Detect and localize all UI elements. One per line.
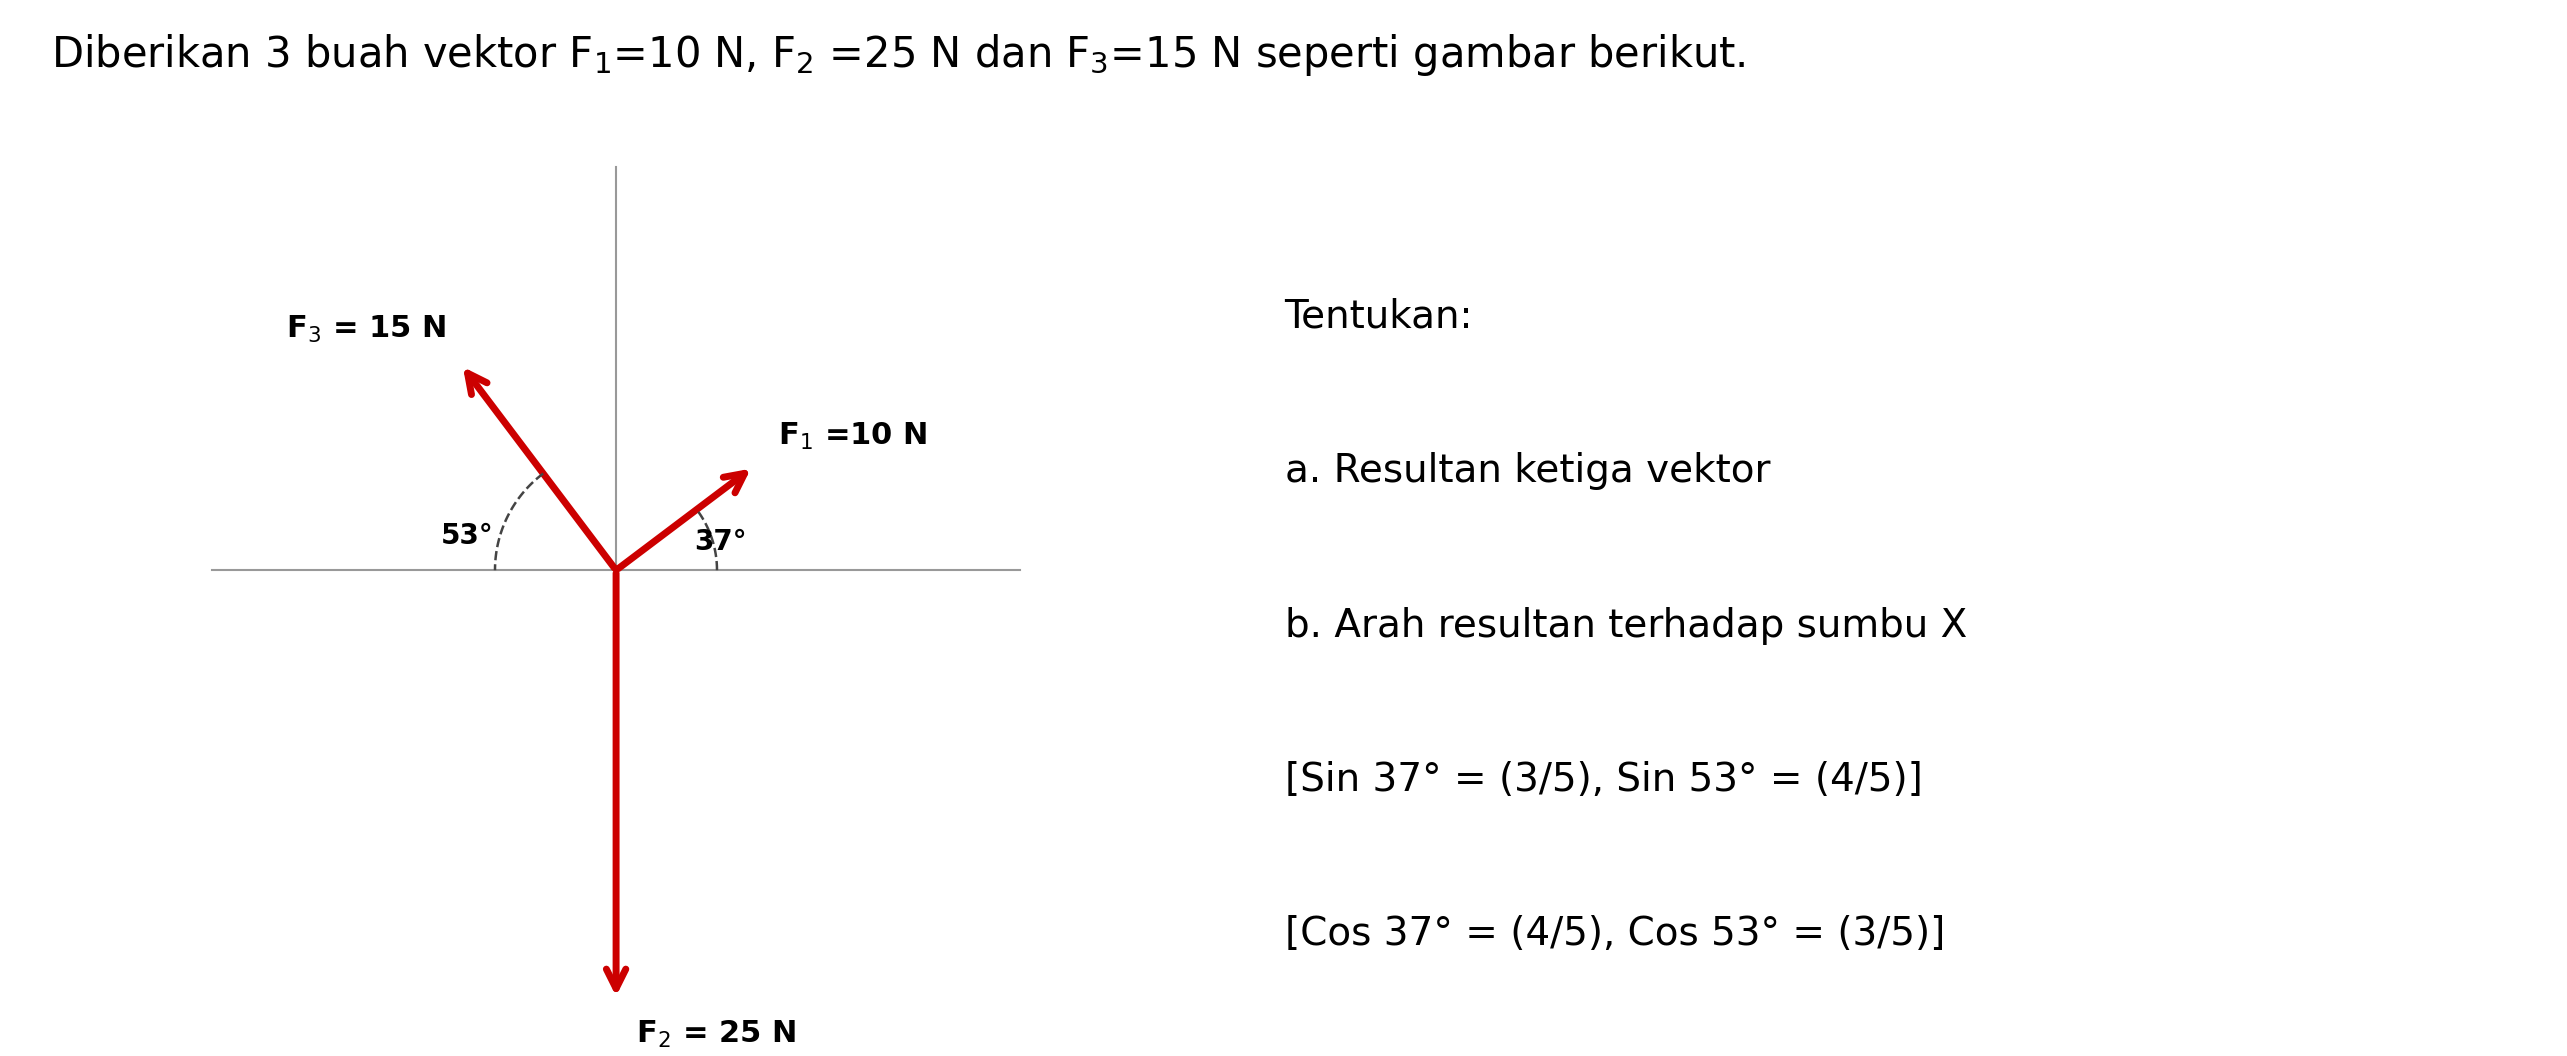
Text: F$_2$ = 25 N: F$_2$ = 25 N	[637, 1019, 796, 1051]
Text: 37°: 37°	[693, 528, 747, 557]
Text: [Cos 37° = (4/5), Cos 53° = (3/5)]: [Cos 37° = (4/5), Cos 53° = (3/5)]	[1284, 916, 1946, 954]
Text: Tentukan:: Tentukan:	[1284, 298, 1473, 336]
Text: F$_3$ = 15 N: F$_3$ = 15 N	[285, 314, 447, 344]
Text: 53°: 53°	[442, 523, 493, 550]
Text: Diberikan 3 buah vektor F$_1$=10 N, F$_2$ =25 N dan F$_3$=15 N seperti gambar be: Diberikan 3 buah vektor F$_1$=10 N, F$_2…	[51, 32, 1746, 78]
Text: a. Resultan ketiga vektor: a. Resultan ketiga vektor	[1284, 452, 1771, 490]
Text: F$_1$ =10 N: F$_1$ =10 N	[778, 420, 927, 452]
Text: b. Arah resultan terhadap sumbu X: b. Arah resultan terhadap sumbu X	[1284, 606, 1966, 644]
Text: [Sin 37° = (3/5), Sin 53° = (4/5)]: [Sin 37° = (3/5), Sin 53° = (4/5)]	[1284, 761, 1923, 799]
